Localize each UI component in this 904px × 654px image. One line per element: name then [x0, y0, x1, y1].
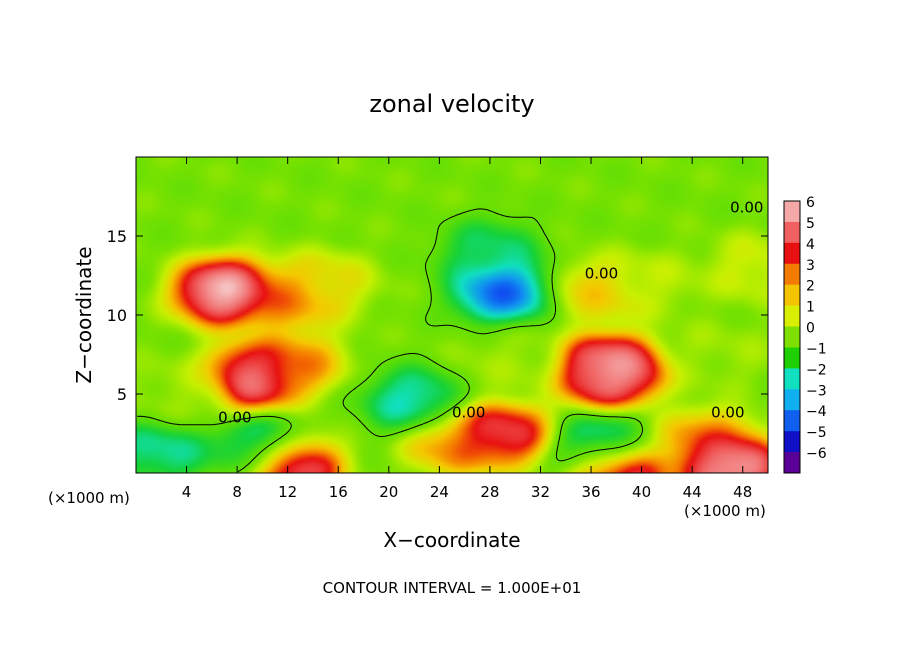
x-tick-label: 44 — [683, 483, 702, 501]
x-tick-label: 24 — [430, 483, 449, 501]
colorbar-swatch — [784, 389, 800, 411]
y-tick-label: 5 — [117, 385, 127, 404]
colorbar-label: 5 — [806, 216, 815, 232]
colorbar-label: 1 — [806, 300, 815, 316]
x-unit-right: (×1000 m) — [684, 502, 766, 520]
colorbar-swatch — [784, 284, 800, 307]
y-axis-label: Z−coordinate — [72, 246, 96, 383]
colorbar-label: −3 — [806, 383, 827, 399]
colorbar-label: −4 — [806, 404, 827, 420]
plot-area: 0.00 0.00 0.00 0.00 0.00 — [135, 156, 769, 474]
x-tick-label: 8 — [232, 483, 242, 501]
colorbar-label: 6 — [806, 195, 815, 211]
colorbar-swatch — [784, 326, 800, 348]
contour-label: 0.00 — [218, 408, 251, 426]
y-tick-label: 10 — [107, 306, 127, 325]
colorbar-label: 0 — [806, 321, 815, 337]
contour-interval-footer: CONTOUR INTERVAL = 1.000E+01 — [323, 579, 582, 597]
colorbar-swatch — [784, 221, 800, 244]
colorbar-label: 4 — [806, 237, 815, 253]
zero-contours: 0.00 0.00 0.00 0.00 0.00 — [137, 198, 763, 473]
y-axis-ticks: 5 10 15 — [107, 227, 768, 404]
x-axis-ticks: 4 8 12 16 20 24 28 32 36 40 44 48 — [182, 157, 752, 501]
contour-label: 0.00 — [711, 404, 744, 422]
x-axis-label: X−coordinate — [383, 528, 520, 552]
x-tick-label: 12 — [278, 483, 297, 501]
colorbar-swatch — [784, 347, 800, 369]
contour-label: 0.00 — [730, 198, 763, 216]
x-tick-label: 48 — [733, 483, 752, 501]
x-unit-left: (×1000 m) — [48, 489, 130, 507]
zero-contour-line — [137, 208, 643, 473]
x-tick-label: 40 — [632, 483, 651, 501]
contour-label: 0.00 — [585, 265, 618, 283]
colorbar: 6 5 4 3 2 1 0 −1 −2 −3 −4 −5 −6 — [783, 195, 827, 474]
x-tick-label: 4 — [182, 483, 192, 501]
colorbar-swatch — [784, 263, 800, 286]
x-tick-label: 32 — [531, 483, 550, 501]
colorbar-label: −1 — [806, 341, 827, 357]
colorbar-label: −5 — [806, 425, 827, 441]
x-tick-label: 16 — [329, 483, 348, 501]
contour-label: 0.00 — [452, 404, 485, 422]
colorbar-label: −2 — [806, 362, 827, 378]
colorbar-label: 3 — [806, 258, 815, 274]
colorbar-label: 2 — [806, 279, 815, 295]
x-tick-label: 36 — [581, 483, 600, 501]
colorbar-swatch — [784, 452, 800, 474]
x-tick-label: 20 — [379, 483, 398, 501]
colorbar-swatch — [784, 201, 800, 223]
colorbar-swatch — [784, 242, 800, 265]
x-tick-label: 28 — [480, 483, 499, 501]
colorbar-swatch — [784, 305, 800, 328]
colorbar-swatch — [784, 368, 800, 390]
velocity-field — [136, 157, 768, 473]
chart-title: zonal velocity — [369, 90, 534, 118]
y-tick-label: 15 — [107, 227, 127, 246]
colorbar-swatch — [784, 410, 800, 432]
colorbar-frame — [783, 200, 801, 474]
colorbar-swatch — [784, 431, 800, 453]
colorbar-label: −6 — [806, 446, 827, 462]
